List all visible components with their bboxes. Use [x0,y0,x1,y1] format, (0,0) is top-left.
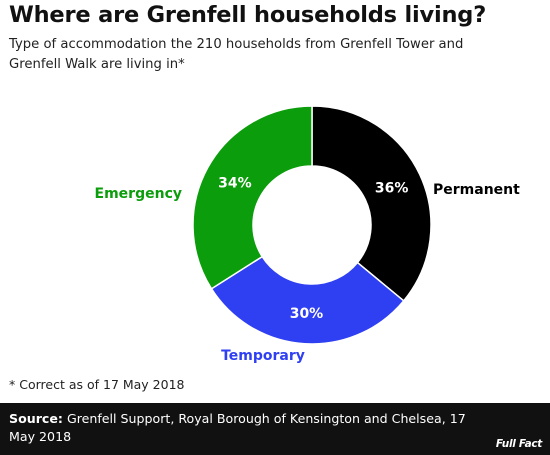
chart-title: Where are Grenfell households living? [9,2,487,28]
footnote: * Correct as of 17 May 2018 [9,377,185,392]
source-bar: Source: Grenfell Support, Royal Borough … [0,403,550,455]
source-text: Source: Grenfell Support, Royal Borough … [9,410,479,446]
slice-label-temporary: Temporary [221,348,305,364]
donut-slice-emergency [192,105,313,290]
donut-chart: 36% Permanent 30% Temporary 34% Emergency [95,105,520,364]
slice-label-emergency: Emergency [95,186,182,202]
donut-slice-permanent [311,105,432,302]
chart-subtitle: Type of accommodation the 210 households… [9,37,464,72]
full-fact-logo: Full Fact [495,438,542,450]
slice-value-permanent: 36% [375,181,409,197]
slice-value-emergency: 34% [218,176,252,192]
source-body: Grenfell Support, Royal Borough of Kensi… [9,411,466,444]
source-label: Source: [9,411,63,426]
slice-value-temporary: 30% [290,306,324,322]
donut-slice-temporary [210,255,405,345]
slice-label-permanent: Permanent [433,182,520,198]
